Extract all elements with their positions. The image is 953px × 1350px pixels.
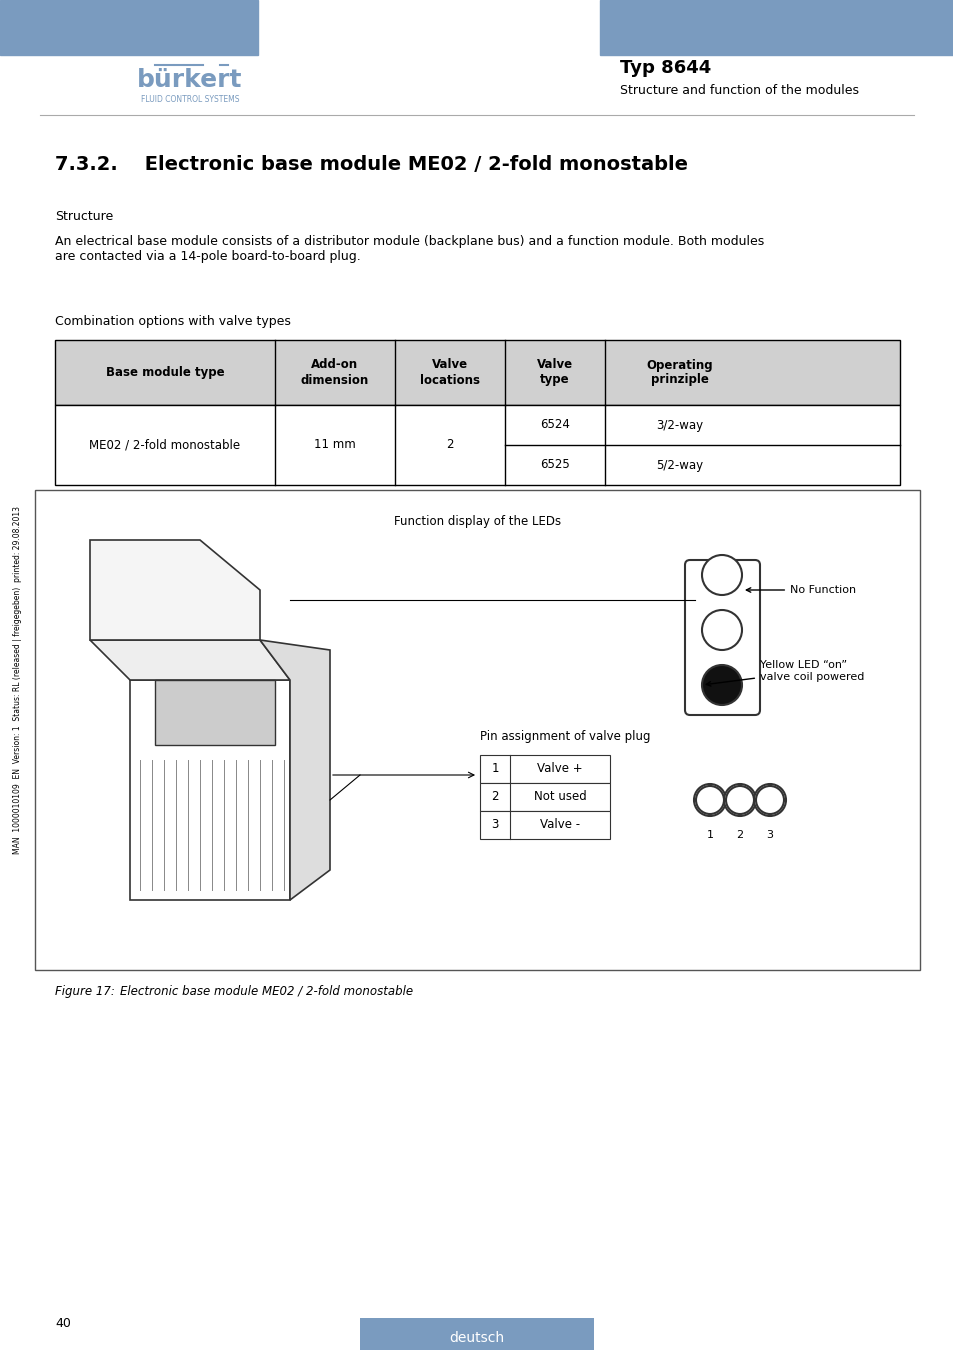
Text: bürkert: bürkert	[137, 68, 242, 92]
Polygon shape	[130, 680, 290, 900]
Text: Structure: Structure	[55, 211, 113, 223]
Text: 11 mm: 11 mm	[314, 439, 355, 451]
Text: Combination options with valve types: Combination options with valve types	[55, 315, 291, 328]
FancyBboxPatch shape	[684, 560, 760, 716]
Text: 7.3.2.    Electronic base module ME02 / 2-fold monostable: 7.3.2. Electronic base module ME02 / 2-f…	[55, 155, 687, 174]
Circle shape	[701, 555, 741, 595]
Text: Valve
locations: Valve locations	[419, 359, 479, 386]
Circle shape	[753, 784, 785, 815]
Text: Pin assignment of valve plug: Pin assignment of valve plug	[479, 730, 650, 742]
Bar	[154, 680, 274, 745]
Text: Valve +: Valve +	[537, 763, 582, 775]
Bar	[0, 0, 257, 55]
Text: 40: 40	[55, 1318, 71, 1330]
Text: FLUID CONTROL SYSTEMS: FLUID CONTROL SYSTEMS	[141, 96, 239, 104]
Circle shape	[723, 784, 755, 815]
Bar	[55, 340, 899, 405]
Text: Structure and function of the modules: Structure and function of the modules	[619, 84, 858, 96]
Text: 3: 3	[765, 830, 773, 840]
Text: ME02 / 2-fold monostable: ME02 / 2-fold monostable	[90, 439, 240, 451]
Bar	[35, 490, 919, 971]
Polygon shape	[260, 640, 330, 900]
Circle shape	[725, 786, 753, 814]
Bar	[599, 0, 953, 55]
Bar	[359, 1318, 594, 1350]
Circle shape	[701, 666, 741, 705]
Text: Electronic base module ME02 / 2-fold monostable: Electronic base module ME02 / 2-fold mon…	[120, 986, 413, 998]
Text: 6524: 6524	[539, 418, 569, 432]
Text: Function display of the LEDs: Function display of the LEDs	[394, 514, 560, 528]
Text: 1: 1	[706, 830, 713, 840]
Text: Yellow LED “on”
valve coil powered: Yellow LED “on” valve coil powered	[705, 660, 863, 686]
Text: MAN  1000010109  EN  Version: 1  Status: RL (released | freigegeben)  printed: 2: MAN 1000010109 EN Version: 1 Status: RL …	[13, 506, 23, 855]
Bar	[479, 755, 609, 783]
Text: No Function: No Function	[745, 585, 855, 595]
Polygon shape	[90, 640, 290, 680]
Text: Base module type: Base module type	[106, 366, 224, 379]
Text: Typ 8644: Typ 8644	[619, 59, 711, 77]
Text: 2: 2	[736, 830, 742, 840]
Text: An electrical base module consists of a distributor module (backplane bus) and a: An electrical base module consists of a …	[55, 235, 763, 263]
Text: Operating
prinziple: Operating prinziple	[646, 359, 713, 386]
Text: 3: 3	[491, 818, 498, 832]
Text: 2: 2	[446, 439, 454, 451]
Text: Figure 17:: Figure 17:	[55, 986, 114, 998]
Text: 1: 1	[491, 763, 498, 775]
Text: 3/2-way: 3/2-way	[656, 418, 702, 432]
Text: Valve
type: Valve type	[537, 359, 573, 386]
Text: 6525: 6525	[539, 459, 569, 471]
Circle shape	[701, 610, 741, 649]
Text: 5/2-way: 5/2-way	[656, 459, 702, 471]
Circle shape	[696, 786, 723, 814]
FancyBboxPatch shape	[684, 778, 788, 824]
Bar	[479, 811, 609, 838]
Text: 2: 2	[491, 791, 498, 803]
Text: Not used: Not used	[533, 791, 586, 803]
Text: Add-on
dimension: Add-on dimension	[300, 359, 369, 386]
Bar	[479, 783, 609, 811]
Text: deutsch: deutsch	[449, 1331, 504, 1345]
Circle shape	[693, 784, 725, 815]
Bar	[55, 405, 899, 485]
Circle shape	[755, 786, 783, 814]
Polygon shape	[90, 540, 260, 640]
Text: Valve -: Valve -	[539, 818, 579, 832]
